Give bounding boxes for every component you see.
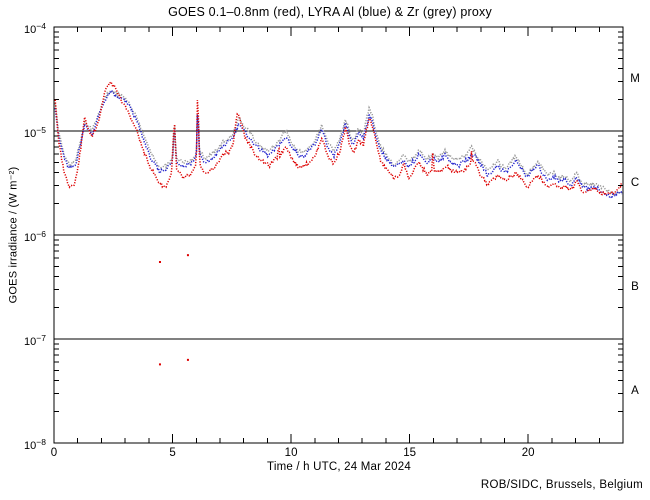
outlier-point: [186, 254, 189, 257]
outlier-point: [158, 363, 161, 366]
y-tick-label: 10−7: [24, 333, 46, 348]
credit-text: ROB/SIDC, Brussels, Belgium: [480, 479, 643, 491]
axis-ticks: [53, 26, 623, 444]
outlier-point: [186, 358, 189, 361]
x-tick-label: 0: [50, 447, 58, 459]
flare-class-label-c: C: [630, 177, 640, 189]
x-tick-label: 5: [169, 447, 176, 459]
x-axis-label: Time / h UTC, 24 Mar 2024: [267, 461, 411, 473]
y-tick-label: 10−6: [24, 229, 46, 244]
x-tick-label: 10: [284, 447, 298, 459]
flare-class-label-a: A: [631, 385, 639, 397]
series-red: [54, 80, 623, 197]
y-tick-label: 10−5: [24, 125, 46, 140]
outlier-point: [158, 261, 161, 264]
y-tick-label: 10−4: [24, 21, 46, 36]
x-tick-label: 15: [403, 447, 417, 459]
y-axis-tick-labels: 10−4 10−5 10−6 10−7 10−8: [0, 0, 47, 500]
x-tick-label: 20: [521, 447, 535, 459]
y-axis-label: GOES irradiance / (W m⁻²): [7, 166, 20, 304]
flare-class-label-m: M: [630, 73, 640, 85]
series-grey: [54, 89, 623, 196]
y-tick-label: 10−8: [24, 437, 46, 452]
chart-title: GOES 0.1–0.8nm (red), LYRA Al (blue) & Z…: [168, 5, 492, 19]
series-blue: [54, 89, 623, 201]
flare-class-label-b: B: [631, 281, 639, 293]
